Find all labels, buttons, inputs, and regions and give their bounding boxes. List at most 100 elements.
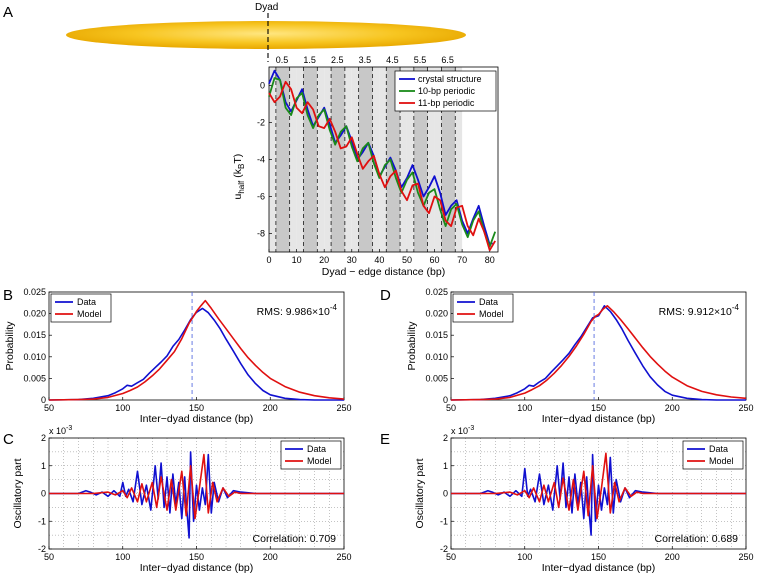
y-tick-label: 0.010: [23, 352, 46, 362]
x-axis-label: Inter−dyad distance (bp): [542, 413, 656, 425]
rms-exponent: -4: [330, 303, 338, 312]
top-tick-label: 3.5: [359, 55, 372, 65]
x-tick-label: 40: [374, 255, 384, 265]
x-tick-label: 200: [665, 552, 680, 562]
rms-exponent: -4: [732, 303, 740, 312]
y-tick-label: -6: [257, 192, 265, 202]
correlation-label: Correlation: 0.709: [253, 533, 337, 545]
y-axis-label: uhalf (kBT): [232, 154, 246, 200]
legend-label-1: Model: [307, 456, 332, 466]
nucleosome-ellipse: [66, 21, 466, 49]
shaded-band: [331, 67, 345, 252]
y-axis-label-part: u: [232, 194, 244, 200]
y-axis-label-text: uhalf (kBT): [232, 154, 246, 200]
x-tick-label: 150: [189, 552, 204, 562]
x-tick-label: 100: [115, 403, 130, 413]
y-tick-label: -1: [38, 516, 46, 526]
y-axis-label: Oscillatory part: [12, 458, 24, 528]
x-tick-label: 250: [336, 552, 351, 562]
legend-box: [682, 440, 744, 470]
series-line-1: [48, 299, 345, 401]
x-tick-label: 150: [189, 403, 204, 413]
light-band: [427, 67, 435, 252]
top-tick-label: 6.5: [441, 55, 454, 65]
distribution-plot-b: 50 100 150 200 250 0 0.005 0.010 0.015 0.020 0.025…: [4, 287, 352, 425]
panel-letter-b: B: [3, 287, 13, 304]
legend-label-1: Model: [479, 309, 504, 319]
rms-label: RMS: 9.986×10-4: [257, 303, 338, 318]
shaded-band: [275, 67, 290, 252]
y-tick-label: -2: [38, 544, 46, 554]
x-tick-label: 50: [44, 552, 54, 562]
y-tick-label: 1: [443, 461, 448, 471]
y-tick-label: 2: [41, 433, 46, 443]
rms-value: RMS: 9.912×10: [659, 306, 732, 318]
y-axis-label: Probability: [4, 321, 16, 371]
x-tick-label: 0: [266, 255, 271, 265]
x-tick-label: 50: [44, 403, 54, 413]
panel-letter-d: D: [380, 287, 391, 304]
y-tick-label: 0.005: [23, 373, 46, 383]
rms-value: RMS: 9.986×10: [257, 306, 330, 318]
x-axis-label: Dyad − edge distance (bp): [322, 266, 445, 278]
y-tick-label: 0.010: [425, 352, 448, 362]
shaded-band: [386, 67, 401, 252]
light-band: [434, 67, 442, 252]
exponent-power: -3: [66, 425, 72, 432]
x-tick-label: 250: [738, 403, 753, 413]
series-line-1: [451, 452, 746, 520]
y-tick-label: 0.015: [425, 330, 448, 340]
y-tick-label: 0.015: [23, 330, 46, 340]
y-axis-label-part: half: [237, 180, 246, 194]
legend-label-1: Model: [709, 456, 734, 466]
top-tick-label: 1.5: [303, 55, 316, 65]
light-band: [455, 67, 463, 252]
x-axis-label: Inter−dyad distance (bp): [140, 562, 254, 574]
x-tick-label: 30: [347, 255, 357, 265]
x-axis-label: Inter−dyad distance (bp): [542, 562, 656, 574]
y-tick-label: 0.025: [425, 287, 448, 297]
legend-label-0: Data: [307, 444, 326, 454]
y-tick-label: 0: [41, 395, 46, 405]
y-tick-label: 1: [41, 461, 46, 471]
x-tick-label: 250: [336, 403, 351, 413]
x-tick-label: 50: [446, 552, 456, 562]
energy-plot: 0.5 1.5 2.5 3.5 4.5 5.5 6.5 0 10 20 30 40 50 60 70 80 0 -…: [232, 55, 499, 278]
legend-label-0: crystal structure: [418, 74, 482, 84]
y-tick-label: 0.025: [23, 287, 46, 297]
legend-label-0: Data: [479, 297, 498, 307]
exponent-base: x 10: [451, 426, 468, 436]
series-line-2: [268, 80, 496, 252]
light-band: [344, 67, 352, 252]
legend-label-0: Data: [77, 297, 96, 307]
x-tick-label: 250: [738, 552, 753, 562]
y-tick-label: -8: [257, 229, 265, 239]
y-tick-label: 0.005: [425, 373, 448, 383]
panel-letter-e: E: [380, 431, 390, 448]
oscillation-plot-e: 50 100 150 200 250 -2 -1 0 1 2x 10-3 Correlation: …: [414, 425, 754, 574]
legend-label-2: 11-bp periodic: [418, 98, 475, 108]
x-tick-label: 20: [319, 255, 329, 265]
panel-letter-a: A: [3, 4, 13, 21]
y-tick-label: 0: [443, 489, 448, 499]
y-tick-label: 0: [443, 395, 448, 405]
y-tick-label: 0.020: [425, 309, 448, 319]
top-tick-label: 2.5: [331, 55, 344, 65]
top-tick-label: 4.5: [386, 55, 399, 65]
rms-label: RMS: 9.912×10-4: [659, 303, 740, 318]
y-tick-label: -2: [257, 118, 265, 128]
light-band: [317, 67, 325, 252]
y-axis-label: Probability: [406, 321, 418, 371]
x-tick-label: 100: [517, 552, 532, 562]
x-tick-label: 10: [292, 255, 302, 265]
legend-label-0: Data: [709, 444, 728, 454]
exponent-power: -3: [468, 425, 474, 432]
x-tick-label: 70: [457, 255, 467, 265]
x-axis-label: Inter−dyad distance (bp): [140, 413, 254, 425]
panel-letter-c: C: [3, 431, 14, 448]
y-tick-label: -1: [440, 516, 448, 526]
correlation-label: Correlation: 0.689: [655, 533, 739, 545]
shaded-band: [358, 67, 373, 252]
light-band: [296, 67, 304, 252]
